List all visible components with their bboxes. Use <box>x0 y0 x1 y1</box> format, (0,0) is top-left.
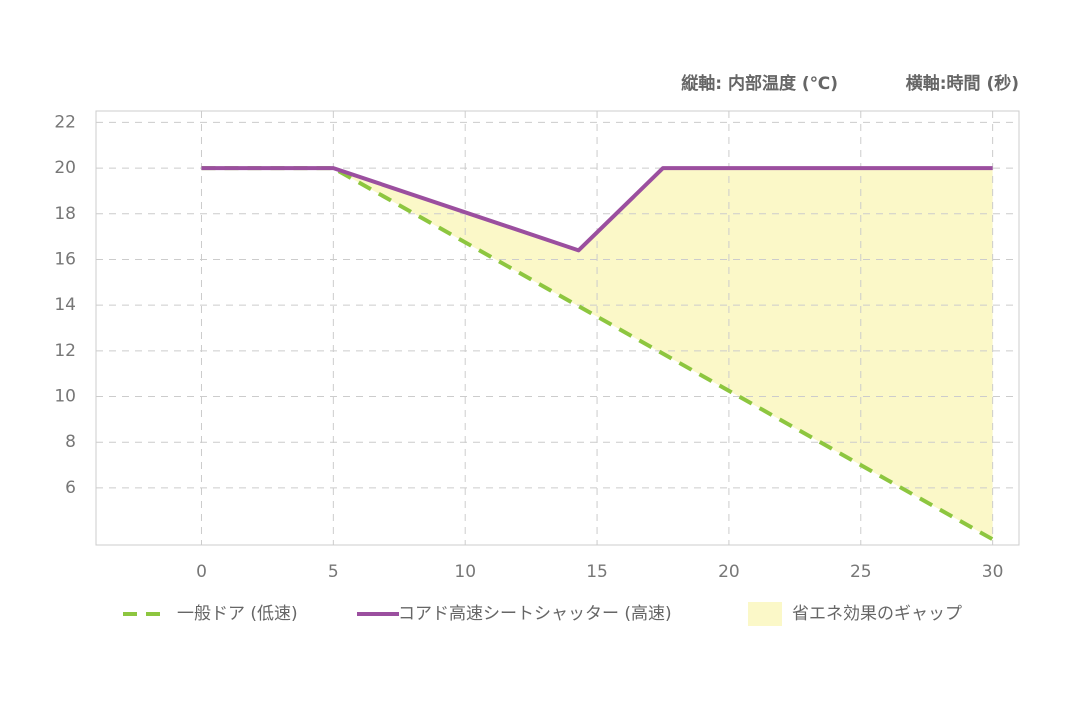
x-tick-label: 25 <box>850 562 872 582</box>
legend-swatch <box>748 602 782 626</box>
legend-text: コアド高速シートシャッター (高速) <box>398 604 672 624</box>
y-tick-label: 10 <box>54 387 76 407</box>
y-tick-label: 16 <box>54 249 76 269</box>
x-tick-label: 15 <box>586 562 608 582</box>
plot-area <box>95 110 1020 546</box>
x-tick-label: 20 <box>718 562 740 582</box>
legend-text: 一般ドア (低速) <box>177 604 298 624</box>
line-series <box>201 166 993 253</box>
y-tick-label: 12 <box>54 341 76 361</box>
y-tick-label: 14 <box>54 295 76 315</box>
y-tick-label: 6 <box>65 478 76 498</box>
y-tick-label: 20 <box>54 158 76 178</box>
y-tick-label: 8 <box>65 432 76 452</box>
x-tick-label: 5 <box>328 562 339 582</box>
x-tick-label: 10 <box>454 562 476 582</box>
x-axis-label: 横軸:時間 (秒) <box>906 73 1019 94</box>
y-axis-label: 縦軸: 内部温度 (℃) <box>681 73 838 94</box>
legend-text: 省エネ効果のギャップ <box>792 604 962 624</box>
y-tick-label: 18 <box>54 204 76 224</box>
x-tick-label: 0 <box>196 562 207 582</box>
x-tick-label: 30 <box>982 562 1004 582</box>
y-tick-label: 22 <box>54 112 76 132</box>
